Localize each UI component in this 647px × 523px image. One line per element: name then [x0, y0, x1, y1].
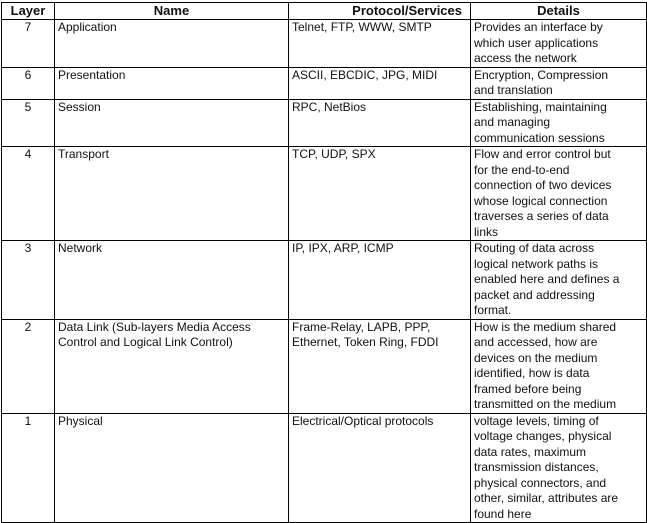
layer-cell: 1 — [1, 412, 55, 523]
name-cell: Transport — [54, 146, 289, 241]
protocols-cell: RPC, NetBios — [288, 98, 471, 147]
details-cell: Routing of data across logical network p… — [470, 240, 647, 320]
details-cell: Flow and error control but for the end-t… — [470, 146, 647, 241]
header-protocols: Protocol/Services — [288, 2, 471, 20]
layer-cell: 2 — [1, 318, 55, 414]
layer-cell: 5 — [1, 98, 55, 147]
protocols-cell: TCP, UDP, SPX — [288, 146, 471, 241]
table-row: 4 Transport TCP, UDP, SPX Flow and error co… — [1, 146, 647, 241]
details-cell: voltage levels, timing of voltage change… — [470, 412, 647, 523]
header-details: Details — [470, 2, 647, 20]
name-cell: Presentation — [54, 66, 289, 100]
table-row: 1 Physical Electrical/Optical protocols vol… — [1, 412, 647, 523]
table-row: 5 Session RPC, NetBios Establishing, mainta… — [1, 98, 647, 147]
header-row: Layer Name Protocol/Services Details — [1, 2, 647, 20]
name-cell: Data Link (Sub-layers Media Access Contr… — [54, 318, 289, 414]
header-name: Name — [54, 2, 289, 20]
layer-cell: 4 — [1, 146, 55, 241]
table-row: 2 Data Link (Sub-layers Media Access Cont… — [1, 318, 647, 414]
protocols-cell: Frame-Relay, LAPB, PPP, Ethernet, Token … — [288, 318, 471, 414]
details-cell: How is the medium shared and accessed, h… — [470, 318, 647, 414]
layer-cell: 7 — [1, 19, 55, 68]
table-row: 3 Network IP, IPX, ARP, ICMP Routing of dat… — [1, 240, 647, 320]
details-cell: Establishing, maintaining and managing c… — [470, 98, 647, 147]
table-row: 6 Presentation ASCII, EBCDIC, JPG, MIDI Enc… — [1, 66, 647, 100]
header-layer: Layer — [1, 2, 55, 20]
protocols-cell: ASCII, EBCDIC, JPG, MIDI — [288, 66, 471, 100]
table-row: 7 Application Telnet, FTP, WWW, SMTP Provid… — [1, 19, 647, 68]
protocols-cell: Telnet, FTP, WWW, SMTP — [288, 19, 471, 68]
layer-cell: 3 — [1, 240, 55, 320]
name-cell: Network — [54, 240, 289, 320]
name-cell: Application — [54, 19, 289, 68]
details-cell: Provides an interface by which user appl… — [470, 19, 647, 68]
protocols-cell: IP, IPX, ARP, ICMP — [288, 240, 471, 320]
layer-cell: 6 — [1, 66, 55, 100]
protocols-cell: Electrical/Optical protocols — [288, 412, 471, 523]
details-cell: Encryption, Compression and translation — [470, 66, 647, 100]
name-cell: Session — [54, 98, 289, 147]
name-cell: Physical — [54, 412, 289, 523]
